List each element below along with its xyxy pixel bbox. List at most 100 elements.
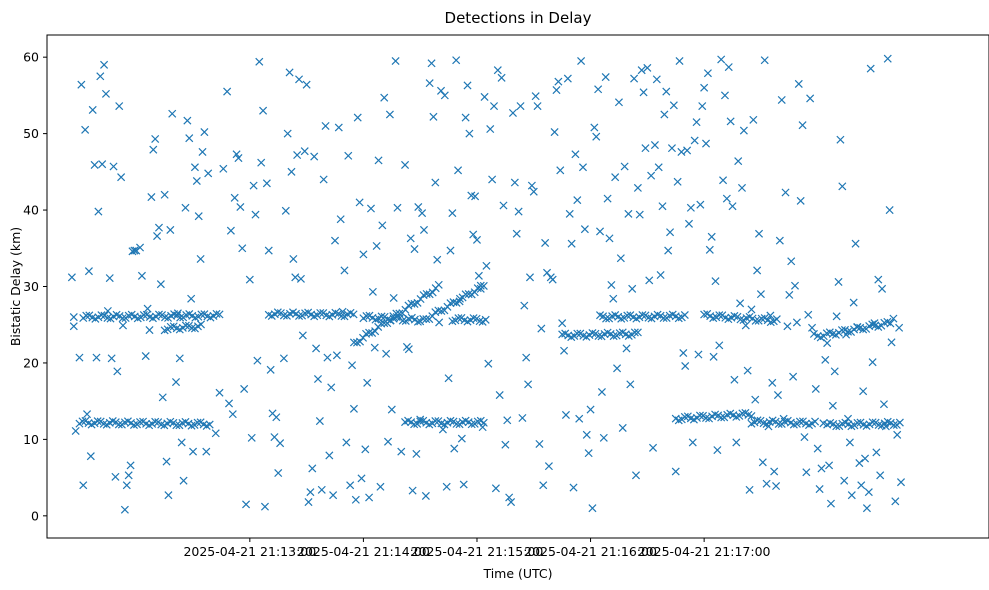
data-point (192, 176, 201, 186)
data-point (160, 190, 169, 199)
data-point (717, 55, 726, 64)
data-point (421, 491, 430, 500)
data-point (470, 288, 479, 297)
data-point (887, 338, 896, 347)
data-point (594, 331, 603, 341)
data-point (126, 461, 135, 470)
data-point (539, 481, 548, 490)
data-point (488, 175, 497, 184)
data-point (756, 290, 765, 299)
data-point (429, 112, 438, 121)
data-point (768, 378, 777, 387)
data-point (425, 79, 434, 88)
data-point (499, 201, 508, 210)
data-point (355, 198, 364, 207)
data-point (510, 178, 519, 187)
data-point (849, 298, 858, 307)
data-point (743, 366, 752, 375)
data-point (97, 311, 106, 320)
data-point (703, 69, 712, 78)
data-point (637, 66, 646, 75)
data-point (639, 88, 648, 97)
data-point (450, 444, 459, 453)
data-point (279, 354, 288, 363)
data-point (185, 134, 194, 143)
data-point (648, 443, 658, 452)
data-point (281, 206, 290, 215)
data-point (673, 177, 682, 186)
data-point (183, 116, 192, 125)
data-point (533, 102, 542, 111)
data-point (836, 135, 845, 144)
data-point (804, 310, 813, 319)
data-point (707, 232, 716, 241)
data-point (851, 239, 860, 248)
data-point (101, 89, 110, 98)
data-point (734, 157, 743, 166)
data-point (789, 420, 798, 429)
data-point (455, 297, 464, 306)
data-point (301, 309, 310, 318)
data-point (790, 281, 800, 290)
data-point (674, 314, 683, 323)
y-tick-label: 10 (23, 432, 39, 447)
data-point (514, 207, 523, 216)
data-point (376, 482, 385, 491)
data-point (136, 243, 145, 252)
data-point (438, 425, 447, 434)
data-point (81, 125, 90, 134)
data-point (166, 322, 175, 331)
data-point (613, 364, 622, 373)
data-point (889, 421, 898, 430)
data-point (866, 64, 875, 73)
data-point (181, 203, 190, 212)
data-point (686, 203, 695, 212)
data-point (516, 102, 525, 111)
data-point (272, 413, 281, 422)
data-point (565, 209, 574, 218)
data-point (700, 83, 709, 92)
data-point (664, 246, 673, 255)
data-point (552, 86, 561, 95)
data-point (232, 150, 241, 159)
data-point (349, 404, 358, 413)
data-point (656, 271, 665, 280)
data-point (486, 125, 495, 134)
data-point (88, 105, 97, 114)
data-point (211, 429, 220, 438)
data-point (544, 462, 553, 471)
data-point (644, 313, 653, 322)
data-point (475, 317, 484, 326)
data-point (196, 254, 205, 264)
data-point (855, 459, 864, 468)
data-point (454, 314, 463, 323)
data-point (709, 314, 718, 323)
data-point (205, 420, 214, 429)
data-point (690, 136, 699, 145)
data-point (823, 339, 832, 348)
data-point (287, 167, 296, 176)
data-point (362, 312, 371, 321)
data-point (630, 74, 639, 83)
data-point (190, 163, 199, 172)
data-point (242, 500, 251, 509)
data-point (680, 412, 689, 421)
data-point (368, 287, 377, 296)
data-point (416, 294, 425, 304)
data-point (617, 314, 626, 323)
data-point (688, 438, 697, 447)
data-point (262, 179, 271, 188)
data-point (408, 486, 417, 495)
data-point (317, 485, 326, 494)
data-point (342, 438, 351, 447)
data-point (800, 433, 809, 442)
data-point (422, 315, 431, 324)
data-point (588, 328, 597, 338)
data-point (385, 110, 394, 119)
data-point (164, 491, 173, 500)
data-point (737, 183, 747, 192)
data-point (623, 311, 632, 320)
data-point (755, 229, 764, 238)
data-point (452, 56, 461, 65)
data-point (338, 307, 347, 316)
